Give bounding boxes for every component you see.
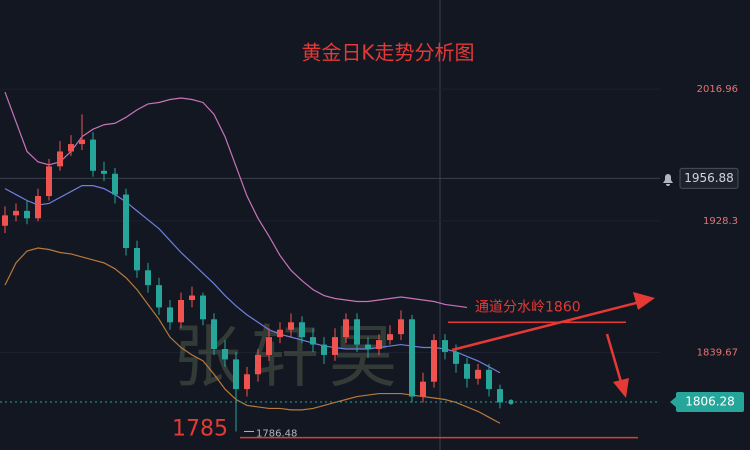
candle-body [101, 170, 107, 174]
candle-body [90, 139, 96, 171]
candle-body [2, 215, 8, 226]
crosshair-price-label: 1956.88 [684, 171, 734, 185]
bell-icon [663, 174, 673, 186]
candle-body [244, 374, 250, 390]
candle-body [299, 322, 305, 338]
candle-body [211, 319, 217, 350]
candle-body [387, 334, 393, 341]
candle-body [233, 359, 239, 390]
arrow-down [605, 333, 623, 383]
candle-body [145, 270, 151, 286]
candle-body [288, 322, 294, 330]
candle-body [123, 194, 129, 249]
candle-body [420, 381, 426, 397]
candle-body [222, 349, 228, 360]
low-marker-label: 1786.48 [256, 428, 297, 439]
candle-body [431, 340, 437, 382]
band-line [4, 247, 501, 424]
candle-body [376, 340, 382, 350]
candle-body [475, 369, 481, 379]
crosshair-price-box [679, 167, 739, 189]
candle-body [332, 337, 338, 355]
candle-body [24, 210, 30, 219]
candle-body [453, 351, 459, 364]
candle-body [266, 337, 272, 355]
candle-body [156, 285, 162, 308]
candle-body [277, 329, 283, 338]
candle-body [255, 354, 261, 375]
last-price-dot [508, 399, 514, 405]
arrows [451, 292, 655, 398]
candle-body [497, 389, 503, 403]
candle-body [409, 319, 415, 397]
last-price-pointer [670, 396, 677, 409]
candle-body [46, 166, 52, 197]
candle-body [442, 340, 448, 352]
annotation: 通道分水岭1860 [475, 299, 581, 315]
candle-body [365, 344, 371, 350]
candle-body [134, 248, 140, 271]
candle-body [321, 344, 327, 355]
candle-body [398, 319, 404, 335]
candle-body [189, 295, 195, 300]
arrow-head [613, 378, 629, 398]
band-line [4, 185, 501, 374]
candle-body [200, 295, 206, 320]
candle-body [35, 196, 41, 219]
last-price-box [676, 392, 744, 413]
arrow-up [451, 300, 641, 352]
watermark: 张轩昊 [173, 319, 407, 398]
candle-body [57, 151, 63, 167]
candle-body [464, 363, 470, 379]
chart-title: 黄金日K走势分析图 [301, 41, 474, 65]
candle-body [178, 300, 184, 323]
y-tick-label: 1839.67 [697, 347, 738, 358]
candle-body [167, 307, 173, 323]
plot-area: 张轩昊 1786.48 通道分水岭1860 1785 [0, 88, 660, 442]
candle-body [79, 139, 85, 145]
candle-body [343, 319, 349, 338]
candle-body [112, 173, 118, 195]
y-tick-label: 2016.96 [697, 84, 738, 95]
candle-body [310, 337, 316, 345]
candle-body [13, 210, 19, 216]
last-price-label: 1806.28 [685, 395, 735, 409]
arrow-head [633, 292, 655, 310]
candle-body [68, 144, 74, 152]
candle-body [354, 319, 360, 345]
candle-body [486, 369, 492, 390]
y-tick-label: 1928.3 [703, 216, 738, 227]
annotation: 1785 [172, 417, 228, 442]
